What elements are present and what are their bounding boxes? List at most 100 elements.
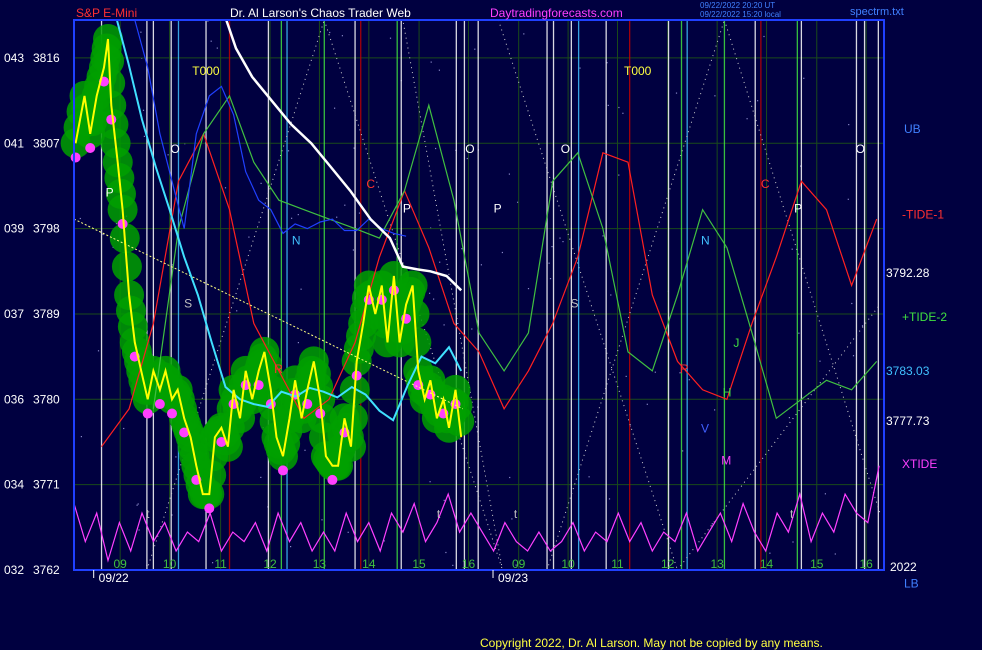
annotation-label: S: [184, 296, 192, 310]
y-tick-alt-label: 039: [4, 222, 24, 236]
annotation-label: t: [514, 507, 518, 521]
star-dot: [248, 236, 250, 238]
star-dot: [136, 504, 138, 506]
annotation-label: N: [292, 234, 301, 248]
annotation-label: P: [403, 202, 411, 216]
star-dot: [216, 47, 218, 49]
y-tick-label: 3789: [33, 307, 60, 321]
star-dot: [140, 31, 142, 33]
star-dot: [358, 212, 361, 214]
annotation-label: P: [106, 185, 114, 199]
x-axis: 09 10 11 12 13 14 15 16 09 10 11 12 13 14 15 16 09/22 09/…: [93, 557, 874, 585]
star-dot: [819, 360, 821, 362]
star-dot: [763, 35, 765, 38]
x-tick-label: 16: [462, 557, 476, 571]
star-dot: [515, 564, 517, 566]
star-dot: [471, 328, 473, 330]
right-label-p3: 3777.73: [886, 414, 930, 428]
star-dot: [347, 531, 349, 533]
star-dot: [97, 350, 100, 352]
right-label-tide2: +TIDE-2: [902, 310, 947, 324]
y-tick-label: 3771: [33, 478, 60, 492]
right-label-year: 2022: [890, 560, 917, 574]
series-line-xtide: [73, 465, 880, 563]
star-dot: [549, 278, 552, 280]
star-dot: [527, 288, 530, 290]
right-label-lb: LB: [904, 576, 919, 590]
annotation-label: H: [723, 385, 732, 399]
x-tick-label: 15: [412, 557, 426, 571]
star-dot: [304, 449, 306, 451]
star-dot: [334, 107, 336, 109]
right-label-p2: 3783.03: [886, 364, 930, 378]
star-dot: [688, 379, 690, 381]
star-dot: [548, 262, 550, 264]
series-line-ma_cyan: [115, 19, 463, 422]
star-dot: [791, 248, 793, 250]
price-marker-dot: [85, 143, 96, 154]
series-line-tide2: [152, 94, 878, 420]
price-marker-dot: [277, 465, 288, 476]
star-dot: [508, 173, 510, 175]
copyright-text: Copyright 2022, Dr. Al Larson. May not b…: [480, 636, 823, 650]
star-dot: [143, 135, 145, 137]
chart-title: Dr. Al Larson's Chaos Trader Web: [230, 6, 411, 20]
star-dot: [501, 251, 503, 254]
star-dot: [429, 481, 431, 483]
annotation-label: R: [680, 362, 689, 376]
price-marker-dot: [216, 436, 227, 447]
star-dot: [137, 503, 139, 505]
star-dot: [300, 288, 302, 290]
star-dot: [562, 241, 564, 243]
y-tick-label: 3780: [33, 392, 60, 406]
series-line-trend: [73, 218, 464, 410]
star-dot: [606, 62, 608, 64]
x-tick-label: 13: [313, 557, 327, 571]
star-dot: [383, 540, 385, 542]
star-dot: [618, 106, 620, 109]
star-dot: [79, 217, 81, 220]
star-dot: [433, 298, 435, 300]
annotation-label: M: [721, 454, 731, 468]
price-marker-dot: [106, 114, 117, 125]
diagonal-line: [677, 304, 881, 571]
star-dot: [618, 174, 620, 176]
star-dot: [452, 564, 454, 566]
star-dot: [171, 264, 173, 266]
star-dot: [675, 92, 678, 94]
annotation-label: t: [146, 507, 150, 521]
y-tick-label: 3816: [33, 51, 60, 65]
annotation-label: J: [733, 336, 739, 350]
star-dot: [559, 237, 561, 239]
star-dot: [852, 355, 855, 357]
star-dot: [509, 476, 511, 479]
x-tick-label: 10: [163, 557, 177, 571]
star-dot: [297, 342, 299, 344]
right-label-p1: 3792.28: [886, 266, 930, 280]
star-dot: [329, 31, 331, 34]
x-tick-label: 09: [512, 557, 526, 571]
x-tick-label: 16: [860, 557, 874, 571]
annotation-label: P: [794, 202, 802, 216]
star-dot: [435, 147, 437, 150]
star-dot: [800, 165, 802, 167]
annotation-label: t: [790, 507, 794, 521]
star-dot: [607, 104, 609, 106]
x-tick-label: 11: [611, 557, 624, 571]
star-dot: [353, 147, 355, 149]
symbol-label: S&P E-Mini: [76, 6, 137, 20]
star-dot: [654, 371, 656, 373]
star-dot: [341, 35, 343, 37]
y-tick-alt-label: 036: [4, 392, 24, 406]
star-dot: [297, 214, 299, 216]
annotation-label: t: [437, 507, 441, 521]
x-tick-label: 14: [760, 557, 774, 571]
series-line-tide1: [101, 132, 878, 448]
star-dot: [336, 216, 338, 218]
y-axis: 043 3816 041 3807 039 3798 037 3789 036 3780 034 37…: [4, 51, 60, 577]
annotation-label: C: [761, 177, 770, 191]
star-dot: [588, 476, 590, 478]
x-tick-label: 15: [810, 557, 824, 571]
star-dot: [511, 518, 513, 520]
